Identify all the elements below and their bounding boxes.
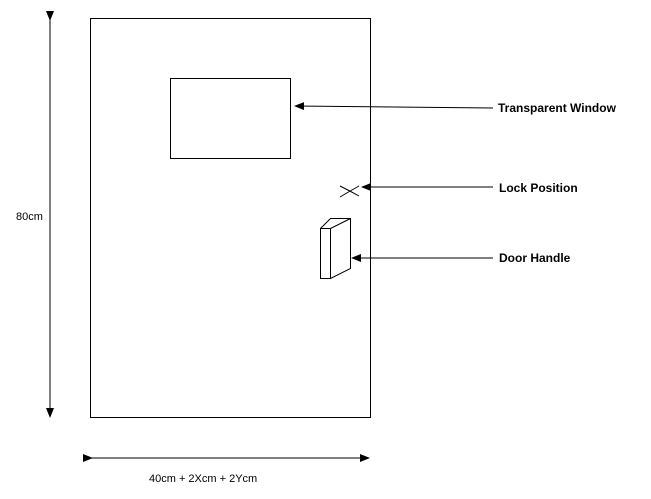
door-outline	[90, 18, 371, 418]
transparent-window-shape	[170, 78, 291, 159]
door-handle-shape	[319, 218, 351, 280]
height-dimension-label: 80cm	[16, 211, 43, 223]
width-dimension-label: 40cm + 2Xcm + 2Ycm	[149, 473, 258, 485]
lock-position-label: Lock Position	[499, 181, 578, 195]
window-callout-arrow	[294, 102, 494, 111]
lock-position-mark	[339, 185, 360, 198]
transparent-window-label: Transparent Window	[498, 101, 616, 115]
door-handle-label: Door Handle	[499, 251, 571, 265]
